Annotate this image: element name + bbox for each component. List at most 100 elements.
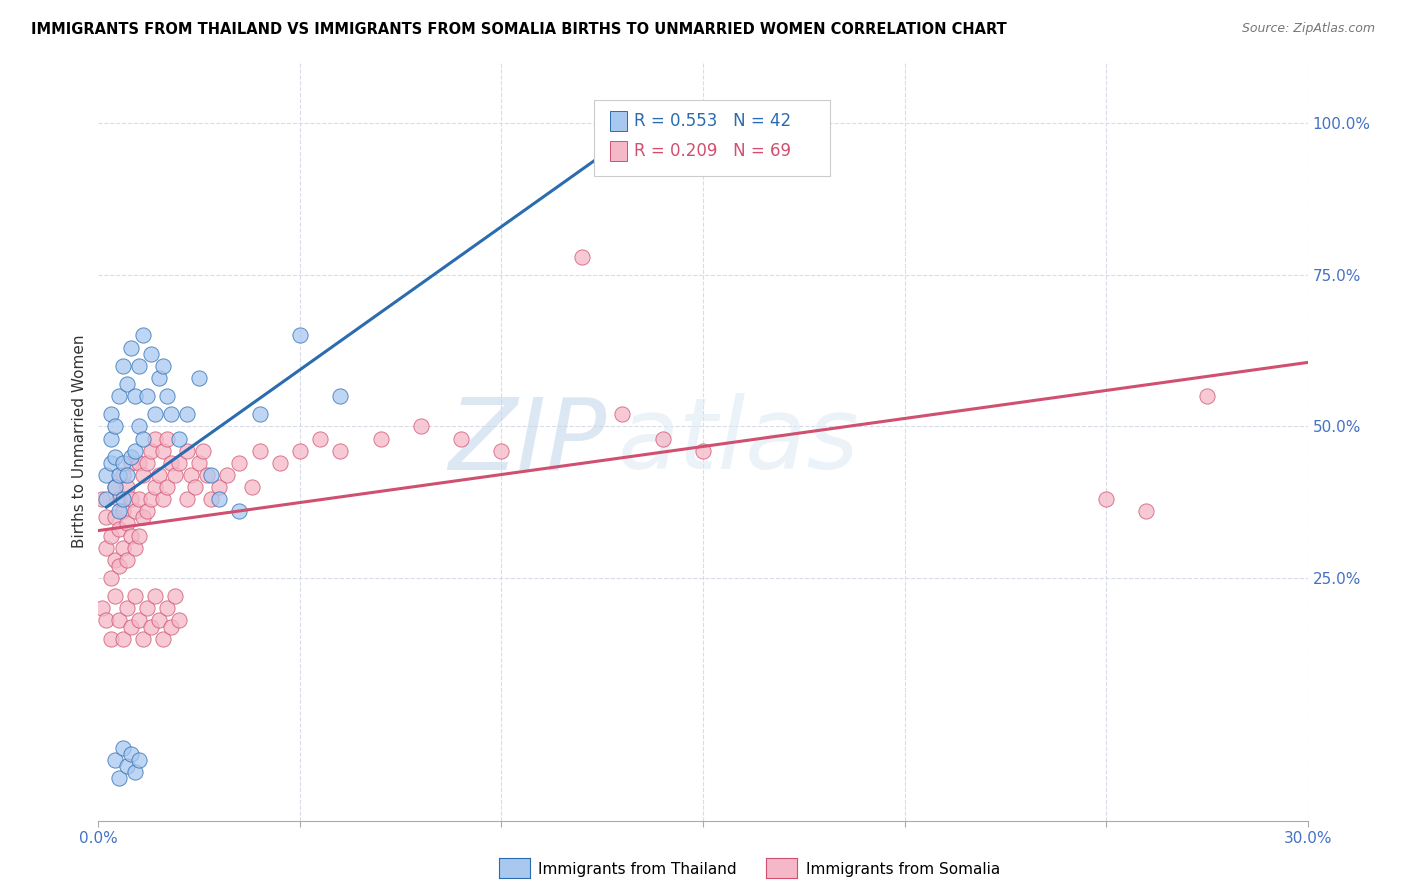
Point: [193, 443, 215, 458]
Point: [111, 632, 134, 646]
Point: [103, 753, 125, 767]
Point: [152, 359, 174, 373]
Point: [124, 765, 146, 780]
Text: Immigrants from Somalia: Immigrants from Somalia: [806, 863, 1000, 877]
Point: [132, 632, 155, 646]
Point: [1135, 504, 1157, 518]
Point: [184, 480, 207, 494]
Point: [167, 456, 190, 470]
Point: [124, 443, 146, 458]
Point: [111, 492, 134, 507]
Point: [128, 359, 150, 373]
Point: [111, 467, 134, 482]
Point: [132, 467, 155, 482]
Point: [124, 389, 146, 403]
Point: [152, 632, 174, 646]
Point: [120, 747, 142, 761]
Point: [188, 371, 211, 385]
Point: [208, 492, 231, 507]
Bar: [610, 111, 627, 130]
Point: [188, 456, 211, 470]
Point: [176, 443, 198, 458]
Point: [107, 558, 129, 573]
Point: [128, 753, 150, 767]
Point: [195, 467, 218, 482]
Point: [107, 389, 129, 403]
Point: [120, 341, 142, 355]
Point: [128, 492, 150, 507]
Point: [128, 528, 150, 542]
Point: [107, 771, 129, 785]
Point: [176, 492, 198, 507]
Point: [135, 389, 157, 403]
Point: [1095, 492, 1118, 507]
Point: [571, 250, 593, 264]
Point: [120, 492, 142, 507]
Point: [103, 589, 125, 603]
Point: [167, 432, 190, 446]
Point: [631, 116, 654, 130]
Point: [100, 528, 122, 542]
Point: [329, 389, 352, 403]
Point: [115, 553, 138, 567]
Point: [115, 376, 138, 391]
Point: [107, 504, 129, 518]
Point: [163, 467, 186, 482]
Point: [111, 504, 134, 518]
Point: [91, 601, 114, 615]
Point: [148, 614, 170, 628]
Point: [288, 443, 311, 458]
Point: [96, 541, 118, 555]
Point: [107, 492, 129, 507]
Point: [156, 480, 179, 494]
Point: [160, 456, 183, 470]
Point: [120, 450, 142, 464]
Point: [103, 510, 125, 524]
Text: atlas: atlas: [619, 393, 860, 490]
Point: [176, 407, 198, 421]
Point: [120, 456, 142, 470]
Point: [100, 571, 122, 585]
Point: [148, 371, 170, 385]
Point: [96, 492, 118, 507]
Point: [152, 443, 174, 458]
Point: [91, 492, 114, 507]
Point: [132, 510, 155, 524]
Point: [329, 443, 352, 458]
Point: [115, 601, 138, 615]
Point: [217, 467, 239, 482]
Point: [103, 450, 125, 464]
Point: [228, 504, 250, 518]
Point: [107, 523, 129, 537]
Point: [200, 467, 222, 482]
Point: [200, 492, 222, 507]
Point: [156, 601, 179, 615]
Point: [135, 504, 157, 518]
Text: R = 0.553   N = 42: R = 0.553 N = 42: [634, 112, 792, 130]
Point: [103, 480, 125, 494]
Point: [128, 419, 150, 434]
Point: [124, 589, 146, 603]
Point: [128, 614, 150, 628]
FancyBboxPatch shape: [595, 101, 830, 177]
Point: [107, 614, 129, 628]
Point: [491, 443, 513, 458]
Point: [100, 456, 122, 470]
Point: [148, 467, 170, 482]
Point: [139, 492, 162, 507]
Point: [124, 504, 146, 518]
Point: [111, 456, 134, 470]
Point: [249, 443, 271, 458]
Point: [612, 128, 634, 143]
Text: ZIP: ZIP: [449, 393, 606, 490]
Point: [152, 492, 174, 507]
Point: [163, 589, 186, 603]
Point: [180, 467, 202, 482]
Text: IMMIGRANTS FROM THAILAND VS IMMIGRANTS FROM SOMALIA BIRTHS TO UNMARRIED WOMEN CO: IMMIGRANTS FROM THAILAND VS IMMIGRANTS F…: [31, 22, 1007, 37]
Point: [103, 419, 125, 434]
Y-axis label: Births to Unmarried Women: Births to Unmarried Women: [72, 334, 87, 549]
Point: [143, 432, 166, 446]
Point: [692, 443, 714, 458]
Point: [100, 432, 122, 446]
Point: [156, 432, 179, 446]
